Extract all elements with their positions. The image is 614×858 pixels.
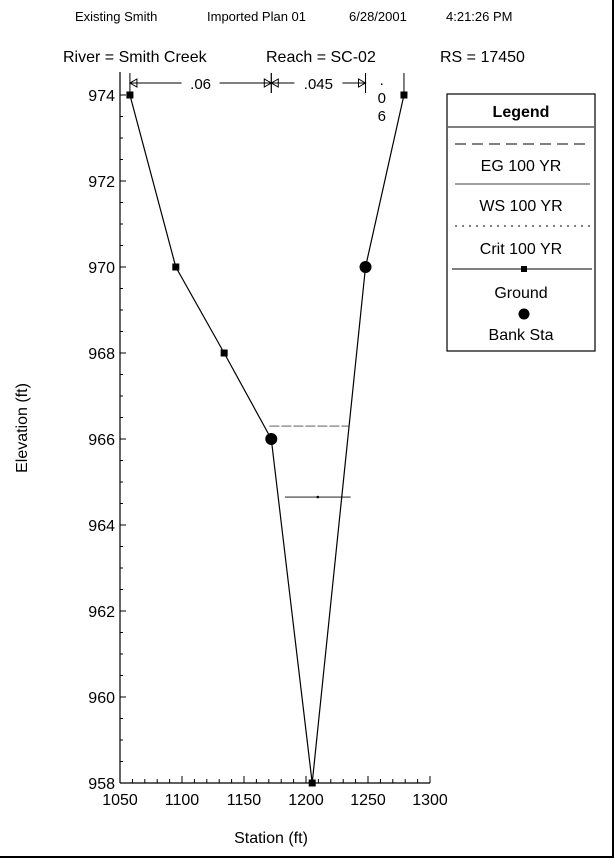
manning-arrowhead xyxy=(128,78,138,88)
y-axis-label: Elevation (ft) xyxy=(14,383,31,473)
manning-arrowhead xyxy=(358,78,367,88)
y-tick-label: 968 xyxy=(88,346,115,363)
manning-n-label: .06 xyxy=(190,76,211,93)
bank-station-point xyxy=(265,433,278,445)
subtitle-rs: RS = 17450 xyxy=(440,49,525,66)
subtitle-reach: Reach = SC-02 xyxy=(266,49,376,66)
bank-stations xyxy=(265,261,372,445)
y-tick-label: 966 xyxy=(88,432,115,449)
y-tick-label: 962 xyxy=(88,604,115,621)
ground-point xyxy=(308,779,316,787)
manning-arrowhead xyxy=(270,78,279,88)
x-tick-label: 1150 xyxy=(227,792,262,809)
ground-point xyxy=(126,91,134,99)
ground-point xyxy=(172,263,180,271)
y-tick-label: 972 xyxy=(88,174,115,191)
manning-n-annotations: .06.045.06 xyxy=(128,72,405,125)
x-ticks: 1050 1100 1150 1200 1250 1300 xyxy=(102,776,448,809)
ground-point xyxy=(220,349,228,357)
header-date: 6/28/2001 xyxy=(349,9,407,24)
ws-100yr-marker xyxy=(316,495,320,499)
manning-n-label: 0 xyxy=(378,90,386,107)
legend-title: Legend xyxy=(493,104,550,121)
x-tick-label: 1300 xyxy=(412,792,448,809)
manning-n-label: 6 xyxy=(378,108,386,125)
header-time: 4:21:26 PM xyxy=(446,9,513,24)
x-tick-label: 1200 xyxy=(288,792,324,809)
header-project: Existing Smith xyxy=(75,9,157,24)
y-tick-label: 974 xyxy=(88,88,115,105)
subtitle-river: River = Smith Creek xyxy=(63,49,208,66)
legend-ground-marker xyxy=(521,266,527,272)
legend-ws-label: WS 100 YR xyxy=(479,198,562,215)
header-plan: Imported Plan 01 xyxy=(207,9,306,24)
y-tick-label: 970 xyxy=(88,260,115,277)
y-ticks: 958 960 962 964 966 968 970 972 974 xyxy=(88,88,126,793)
legend-bank-label: Bank Sta xyxy=(489,327,554,344)
x-axis-label: Station (ft) xyxy=(234,830,308,847)
legend-box xyxy=(446,93,596,352)
legend: Legend EG 100 YR WS 100 YR Crit 100 YR G… xyxy=(446,93,596,352)
manning-arrowhead xyxy=(263,78,273,88)
legend-eg-label: EG 100 YR xyxy=(481,158,562,175)
ground-point xyxy=(400,91,408,99)
manning-n-label: . xyxy=(380,72,384,89)
legend-ground-label: Ground xyxy=(494,285,547,302)
x-tick-label: 1050 xyxy=(102,792,138,809)
y-tick-label: 964 xyxy=(88,518,115,535)
y-tick-label: 960 xyxy=(88,690,115,707)
y-tick-label: 958 xyxy=(88,776,115,793)
legend-crit-label: Crit 100 YR xyxy=(480,241,562,258)
x-tick-label: 1250 xyxy=(350,792,386,809)
legend-bank-marker xyxy=(518,308,530,320)
bank-station-point xyxy=(359,261,372,273)
water-surface-lines xyxy=(269,425,351,499)
manning-n-label: .045 xyxy=(304,76,333,93)
x-tick-label: 1100 xyxy=(165,792,200,809)
